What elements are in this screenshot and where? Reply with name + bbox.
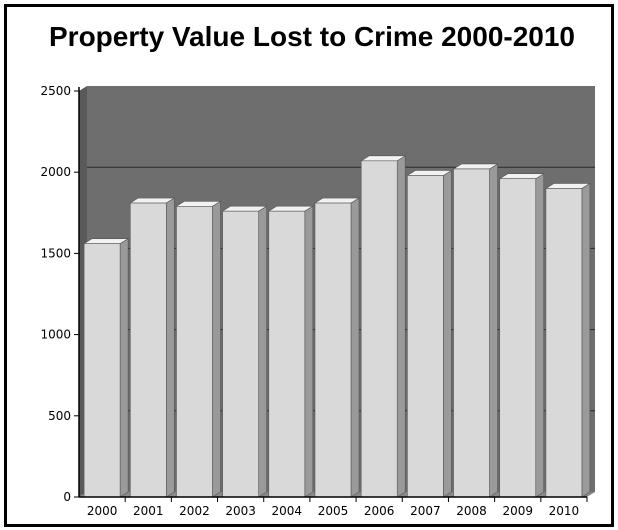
bar-top [129, 197, 176, 204]
bar-side [119, 238, 129, 498]
bar-2002 [175, 200, 222, 498]
y-tick-label: 2000 [40, 165, 71, 179]
y-tick-label: 1000 [40, 328, 71, 342]
x-tick-label: 2001 [133, 504, 164, 518]
bar-top [360, 155, 407, 162]
bar-side [165, 197, 175, 498]
bar-side [396, 155, 406, 498]
bar-side [212, 200, 221, 498]
bar-front [268, 210, 306, 498]
bar-top [498, 173, 545, 179]
bar-front [222, 210, 259, 498]
bar-2009 [498, 173, 545, 498]
bar-front [360, 160, 398, 498]
axes [78, 87, 587, 498]
bar-2008 [452, 163, 499, 498]
bar-side [443, 169, 452, 498]
bar-front [453, 168, 490, 498]
bar-side [535, 173, 545, 498]
x-tick-label: 2002 [179, 504, 210, 518]
bar-side [489, 163, 498, 498]
x-tick-label: 2010 [549, 504, 580, 518]
x-tick-label: 2008 [456, 504, 487, 518]
y-axis-ticks: 0 500 1000 1500 2000 2500 [40, 84, 79, 504]
bar-2007 [406, 169, 453, 498]
x-tick-label: 2000 [87, 504, 118, 518]
bar-side [581, 182, 591, 498]
y-tick-label: 0 [63, 490, 71, 504]
y-tick-label: 1500 [40, 246, 71, 260]
x-tick-label: 2006 [364, 504, 395, 518]
x-tick-label: 2009 [502, 504, 533, 518]
x-tick-label: 2003 [225, 504, 256, 518]
x-tick-label: 2004 [272, 504, 303, 518]
bar-front [129, 202, 167, 498]
bar-side [258, 205, 267, 498]
bar-top [83, 238, 130, 244]
bar-top [221, 205, 268, 212]
bar-side [304, 205, 314, 498]
x-tick-label: 2005 [318, 504, 349, 518]
chart-title: Property Value Lost to Crime 2000-2010 [49, 21, 575, 52]
bar-front [545, 188, 583, 498]
bars [83, 155, 591, 498]
x-tick-label: 2007 [410, 504, 441, 518]
x-axis-ticks: 2000 2001 2002 2003 2004 2005 2006 2007 2008 2009… [87, 497, 588, 518]
bar-front [314, 202, 352, 498]
bar-2001 [129, 197, 176, 498]
bar-top [175, 201, 222, 207]
bar-side [350, 197, 360, 498]
bar-top [452, 163, 499, 170]
bar-2004 [267, 205, 314, 498]
bar-front [407, 175, 444, 498]
bar-top [267, 205, 314, 212]
bar-top [313, 197, 361, 204]
bar-2005 [313, 197, 361, 498]
y-tick-label: 2500 [40, 84, 71, 98]
bar-top [406, 170, 453, 176]
bar-2003 [221, 205, 268, 498]
bar-front [499, 178, 537, 498]
bar-front [83, 243, 121, 498]
bar-front [176, 206, 213, 498]
bar-2006 [360, 155, 407, 498]
bar-2010 [544, 182, 591, 498]
bar-2000 [83, 238, 130, 498]
bar-top [544, 183, 591, 189]
y-tick-label: 500 [48, 409, 71, 423]
chart-frame: Property Value Lost to Crime 2000-2010 0… [4, 4, 614, 527]
